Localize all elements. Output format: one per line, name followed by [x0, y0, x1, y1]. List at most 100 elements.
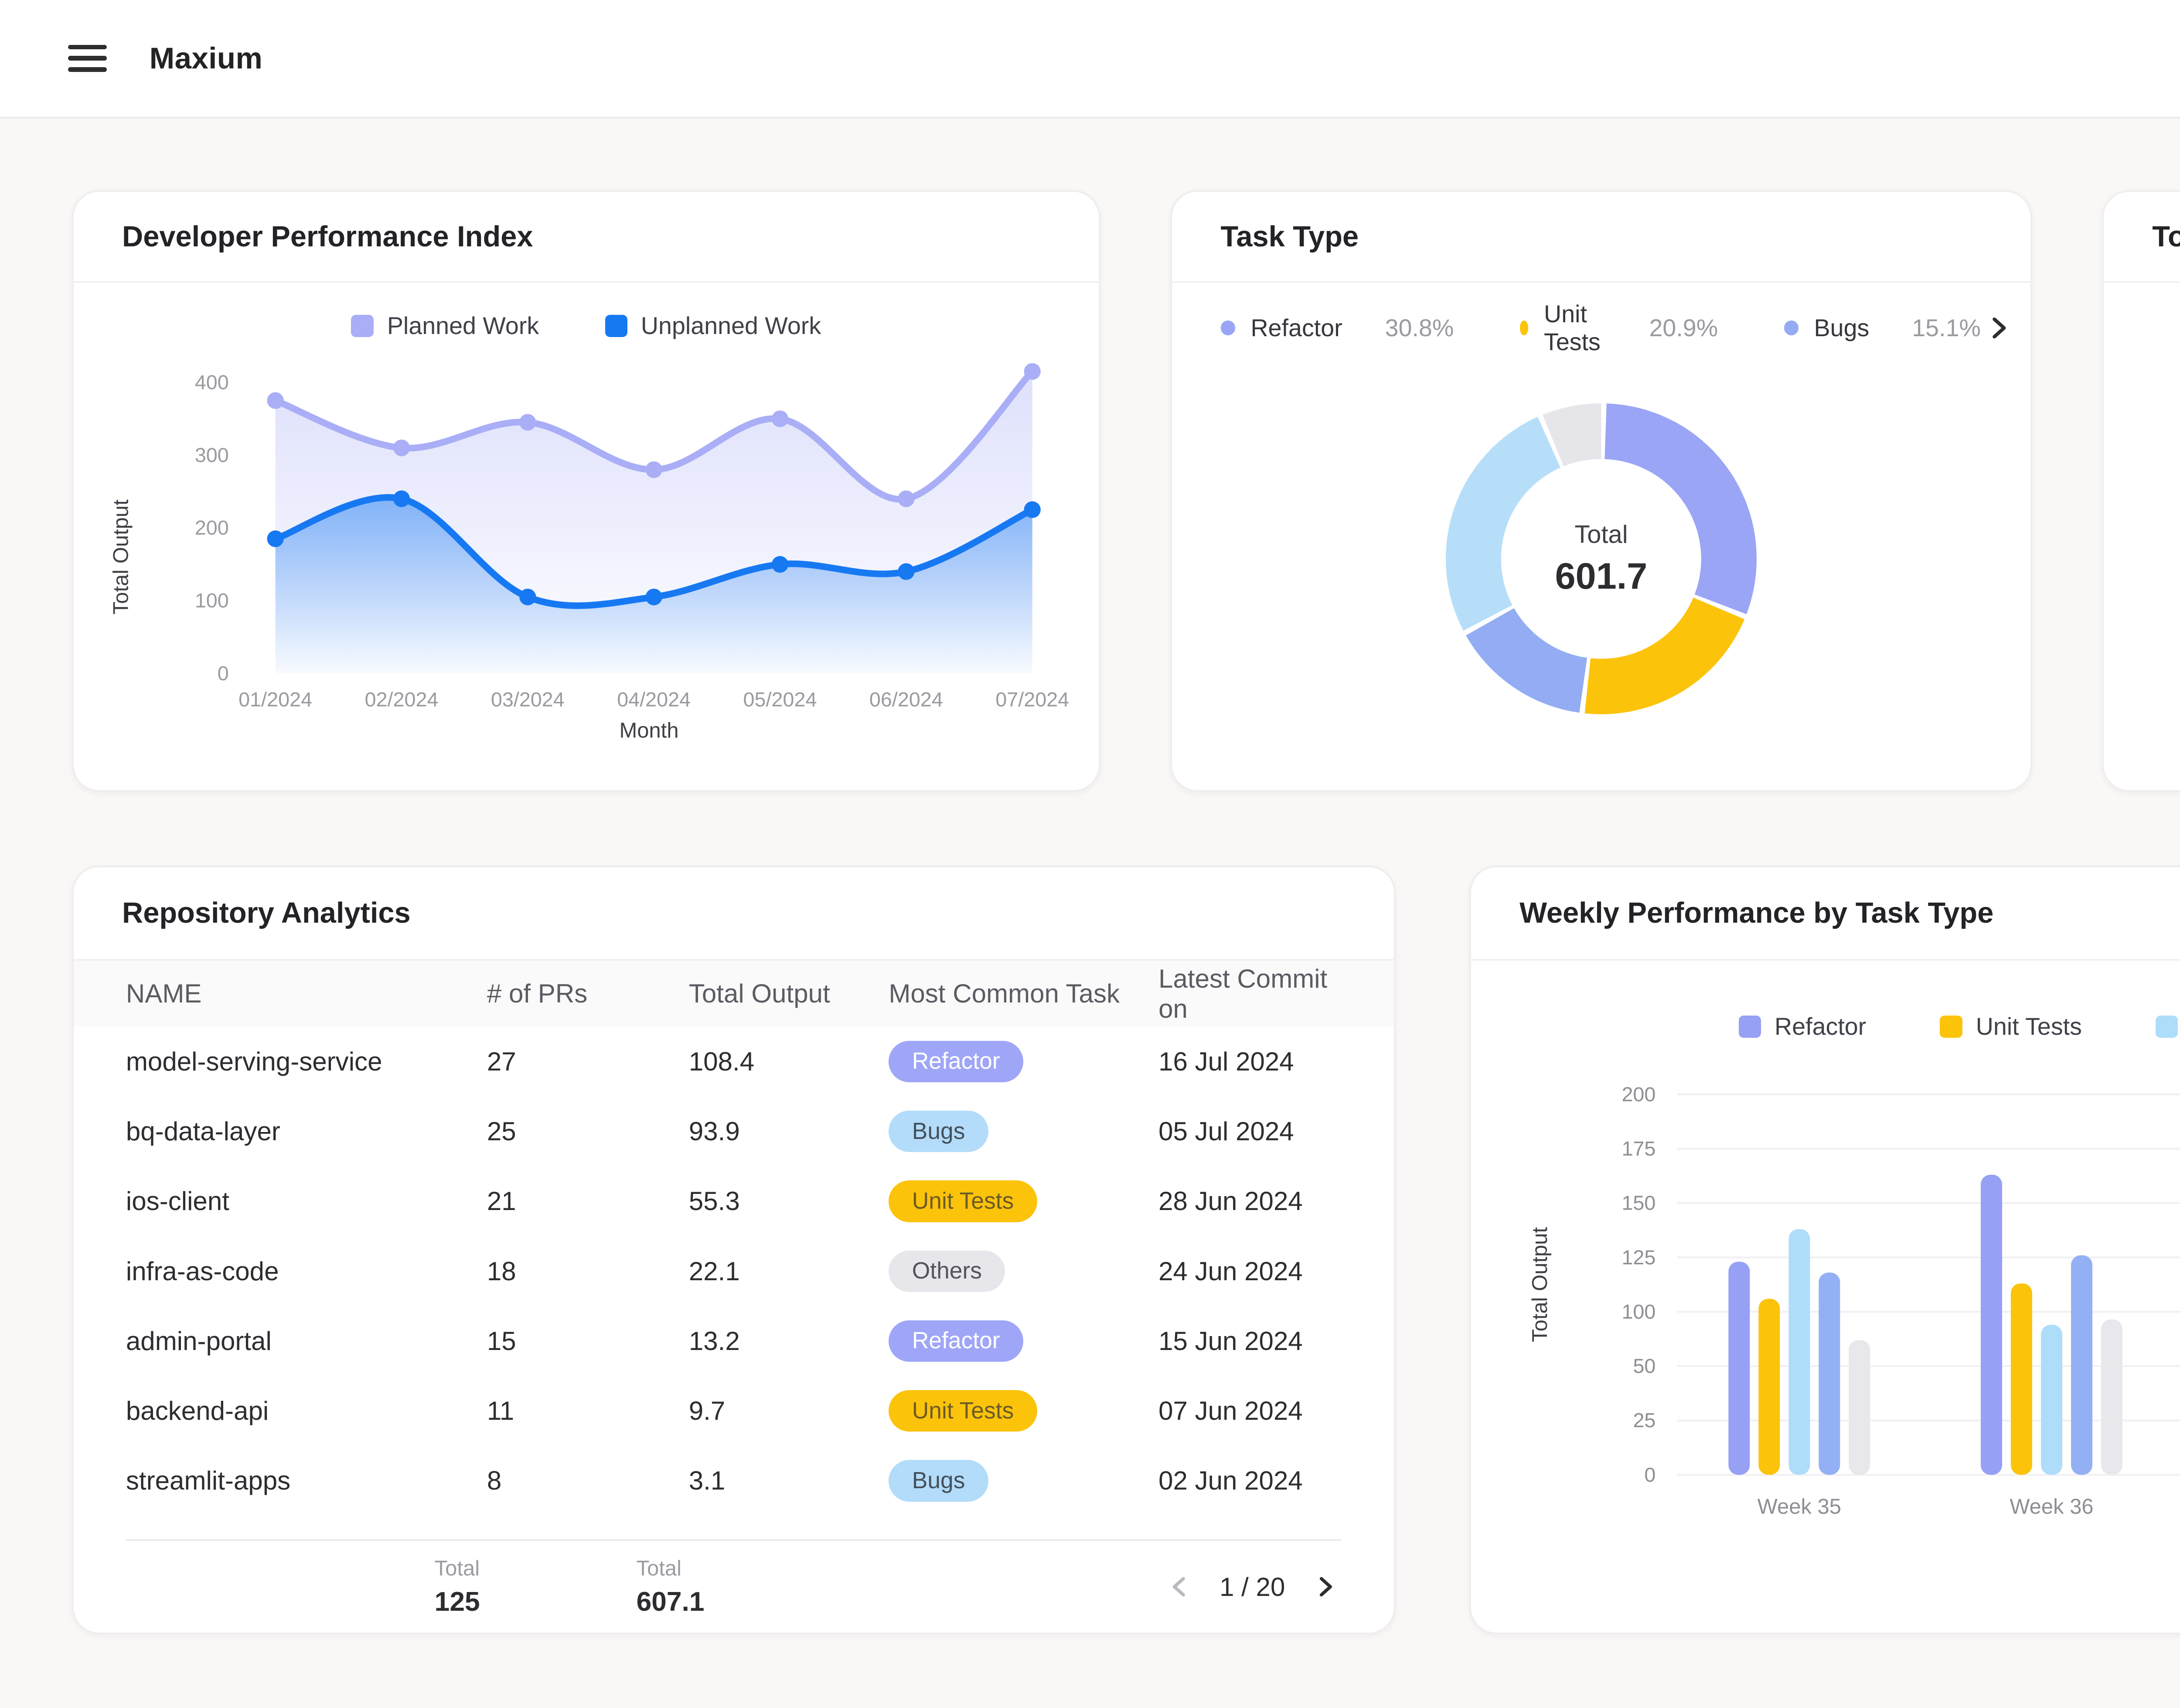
bugs-dot-icon [1784, 320, 1798, 335]
column-header-total-output: Total Output [688, 979, 830, 1009]
total-output-sum: Total 607.1 [636, 1557, 705, 1617]
x-tick-label: Week 36 [2010, 1495, 2093, 1519]
repo-output: 13.2 [688, 1326, 740, 1356]
table-row[interactable]: admin-portal 15 13.2 Refactor 15 Jun 2024 [74, 1306, 1394, 1376]
repo-task-cell: Refactor [889, 1040, 1158, 1083]
task-legend-item-refactor[interactable]: Refactor 30.8% [1220, 314, 1454, 342]
repo-output: 108.4 [688, 1047, 755, 1076]
page-previous-icon[interactable] [1163, 1570, 1196, 1603]
repo-prs: 27 [487, 1047, 516, 1076]
repo-name: ios-client [126, 1186, 229, 1216]
task-legend-label: Refactor [1250, 314, 1342, 341]
task-legend-item-unit-tests[interactable]: Unit Tests 20.9% [1519, 300, 1718, 356]
donut-center: Total 601.7 [1501, 459, 1701, 659]
unit-tests-dot-icon [1519, 320, 1529, 335]
repo-output: 3.1 [688, 1466, 726, 1496]
card-title-dpi: Developer Performance Index [122, 220, 533, 253]
repo-task-cell: Bugs [889, 1460, 1158, 1502]
y-tick-label: 0 [1644, 1463, 1655, 1486]
table-row[interactable]: model-serving-service 27 108.4 Refactor 16 J… [74, 1026, 1394, 1096]
x-tick-label: 05/2024 [743, 688, 817, 711]
table-row[interactable]: bq-data-layer 25 93.9 Bugs 05 Jul 2024 [74, 1097, 1394, 1166]
unplanned-work-point [267, 530, 284, 547]
y-tick-label: 0 [218, 662, 229, 685]
bugs-bar [2040, 1325, 2062, 1475]
page-next-icon[interactable] [1308, 1570, 1342, 1603]
repo-task-cell: Others [889, 1250, 1158, 1292]
dpi-chart-legend: Planned Work Unplanned Work [74, 310, 1099, 341]
legend-next-icon[interactable] [1981, 310, 2016, 345]
task-badge: Refactor [889, 1040, 1023, 1083]
unplanned-work-point [1024, 501, 1041, 518]
task-type-legend: Refactor 30.8% Unit Tests 20.9% Bugs 15.1% [1220, 300, 1981, 356]
repo-prs: 21 [487, 1186, 516, 1216]
y-tick-label: 200 [195, 516, 229, 539]
refactor-bar [1728, 1261, 1750, 1475]
donut-total-value: 601.7 [1555, 555, 1648, 597]
task-badge: Unit Tests [889, 1180, 1037, 1222]
x-axis-title: Month [620, 719, 679, 741]
y-tick-label: 300 [195, 443, 229, 466]
unit-tests-bar [2010, 1283, 2032, 1475]
hamburger-menu-icon[interactable] [68, 44, 107, 72]
y-axis-title: Total Output [109, 499, 133, 614]
repo-name: backend-api [126, 1396, 269, 1426]
weekly-bar-chart: 200 175 150 125 100 50 25 0 Total Output Week 35 W… [1471, 1065, 2180, 1609]
planned-work-point [519, 414, 536, 431]
planned-work-point [771, 410, 789, 427]
others-bar [1849, 1340, 1870, 1475]
y-tick-label: 150 [1621, 1192, 1655, 1214]
planned-work-swatch-icon [351, 314, 374, 337]
y-tick-label: 50 [1633, 1355, 1655, 1377]
repo-name: admin-portal [126, 1326, 272, 1356]
x-tick-label: 01/2024 [238, 688, 312, 711]
total-output-card: Total Output Total Monthly Output 601.7 … [2102, 190, 2180, 792]
table-header-row: NAME # of PRs Total Output Most Common Task… [73, 961, 1394, 1027]
repo-prs: 15 [487, 1326, 516, 1356]
repo-date: 07 Jun 2024 [1158, 1396, 1303, 1426]
weekly-performance-card: Weekly Performance by Task Type Refactor… [1469, 866, 2180, 1635]
unplanned-work-point [393, 490, 410, 507]
repo-name: model-serving-service [126, 1047, 382, 1076]
y-tick-label: 100 [195, 589, 229, 612]
repo-prs: 18 [487, 1256, 516, 1286]
weekly-legend-item-unit-tests: Unit Tests [1940, 1013, 2082, 1040]
unplanned-work-area [275, 497, 1032, 674]
y-tick-label: 125 [1621, 1246, 1655, 1269]
donut-total-label: Total [1574, 520, 1628, 549]
card-title-total-output: Total Output [2152, 220, 2180, 253]
dpi-chart-svg: 0 100 200 300 400 Total Output 01/2024 02/2024 0… [109, 363, 1069, 742]
table-row[interactable]: infra-as-code 18 22.1 Others 24 Jun 2024 [74, 1236, 1394, 1306]
bugs-swatch-icon [2156, 1015, 2178, 1038]
planned-work-point [1024, 363, 1041, 380]
others-bar [2101, 1319, 2122, 1475]
planned-work-point [267, 392, 284, 409]
table-row[interactable]: ios-client 21 55.3 Unit Tests 28 Jun 2024 [74, 1166, 1394, 1236]
x-tick-label: Week 35 [1757, 1495, 1841, 1519]
unplanned-work-swatch-icon [605, 314, 627, 337]
task-legend-item-bugs[interactable]: Bugs 15.1% [1784, 314, 1981, 342]
task-badge: Others [889, 1250, 1005, 1292]
repo-prs: 25 [487, 1117, 516, 1146]
repo-prs: 11 [487, 1396, 514, 1426]
table-row[interactable]: backend-api 11 9.7 Unit Tests 07 Jun 2024 [74, 1376, 1394, 1446]
task-type-card: Task Type Refactor 30.8% Unit Tests 20.9% Bu… [1170, 190, 2032, 792]
y-tick-label: 25 [1633, 1409, 1655, 1432]
card-title-weekly-performance: Weekly Performance by Task Type [1519, 897, 1994, 930]
main-content: Developer Performance Index Planned Work… [0, 119, 2180, 1706]
table-row[interactable]: streamlit-apps 8 3.1 Bugs 02 Jun 2024 [74, 1446, 1394, 1516]
planned-work-point [898, 490, 915, 507]
developer-performance-card: Developer Performance Index Planned Work… [72, 190, 1100, 792]
y-tick-label: 100 [1621, 1300, 1655, 1323]
x-tick-label: 02/2024 [365, 688, 439, 711]
repo-prs: 8 [487, 1466, 502, 1496]
weekly-legend-label: Refactor [1775, 1013, 1867, 1040]
column-header-latest-commit-on: Latest Commit on [1158, 964, 1328, 1023]
task-badge: Bugs [889, 1460, 988, 1502]
repo-output: 93.9 [688, 1117, 740, 1146]
repo-output: 22.1 [688, 1256, 740, 1286]
task-badge: Bugs [889, 1111, 988, 1152]
total-prs: Total 125 [434, 1557, 480, 1617]
task-legend-label: Unit Tests [1544, 300, 1601, 355]
